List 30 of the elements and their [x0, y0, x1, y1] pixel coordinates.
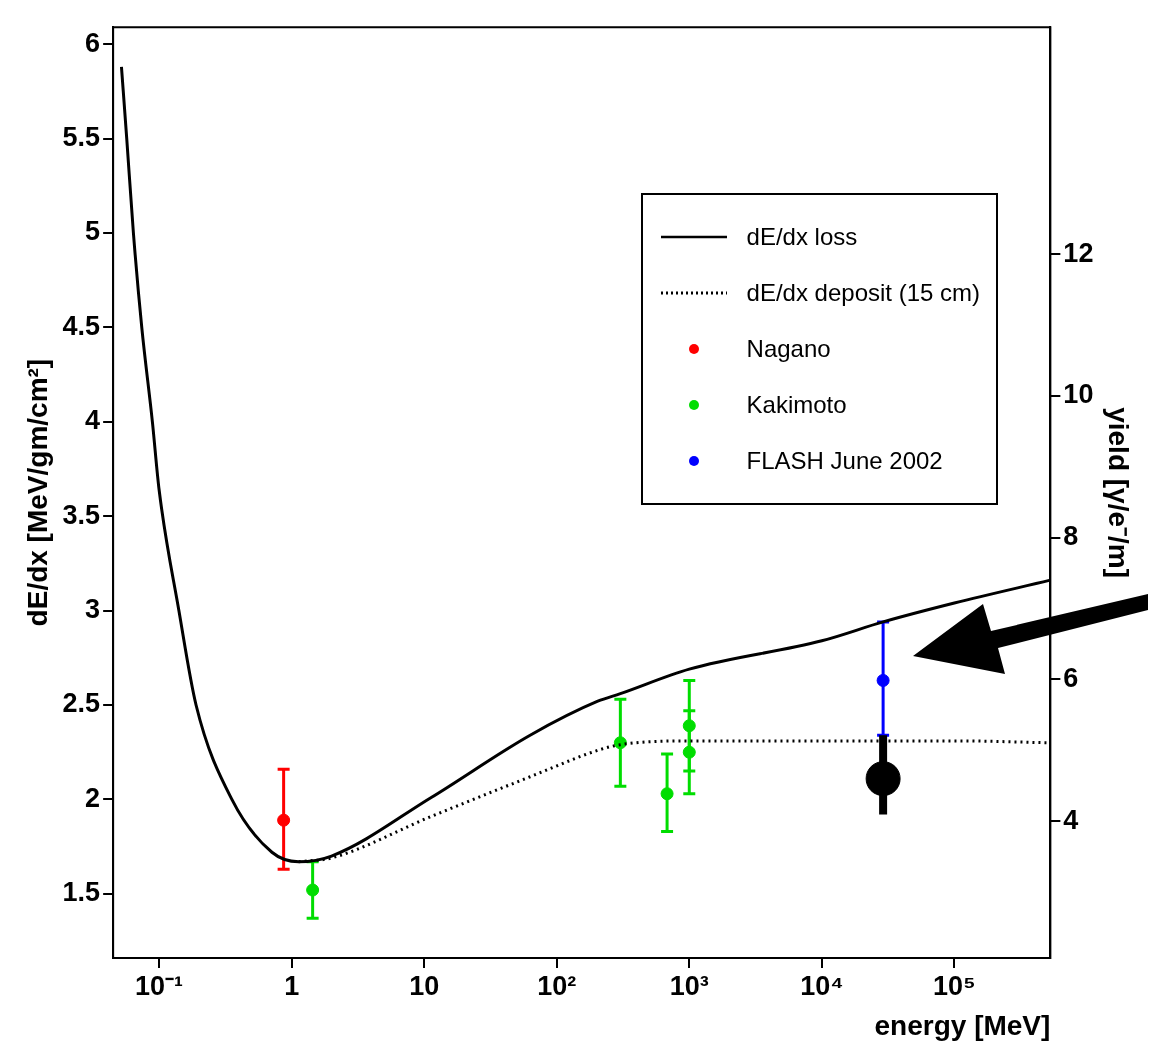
legend-label: Nagano	[746, 335, 831, 363]
x-tick-label: 10³	[669, 970, 709, 1001]
y2-tick-label: 8	[1063, 521, 1079, 552]
legend-label: FLASH June 2002	[746, 447, 943, 475]
legend-label: Kakimoto	[746, 391, 847, 419]
y-tick-label: 3	[85, 594, 101, 625]
y2-tick-label: 4	[1063, 804, 1079, 835]
y-tick-label: 4	[85, 405, 101, 436]
y-tick-label: 4.5	[62, 310, 101, 341]
x-tick-label: 10⁵	[933, 970, 976, 1001]
x-tick-label: 10⁻¹	[135, 970, 184, 1001]
x-tick-label: 10⁴	[800, 970, 844, 1001]
x-tick-label: 10²	[537, 970, 577, 1001]
x-tick-label: 1	[284, 970, 300, 1001]
x-tick-label: 10	[409, 970, 440, 1001]
y-tick-label: 5.5	[62, 122, 101, 153]
y-tick-label: 5	[85, 216, 101, 247]
y-tick-label: 2	[85, 782, 101, 813]
y-axis-title: dE/dx [MeV/gm/cm²]	[21, 358, 53, 627]
y2-tick-label: 10	[1063, 379, 1094, 410]
y2-axis-title: yield [γ/e⁻/m]	[1103, 407, 1135, 579]
legend-label: dE/dx loss	[746, 223, 858, 251]
y-tick-label: 2.5	[62, 688, 101, 719]
y-tick-label: 1.5	[62, 877, 101, 908]
x-axis-title: energy [MeV]	[874, 1009, 1051, 1041]
y-tick-label: 6	[85, 27, 101, 58]
legend-label: dE/dx deposit (15 cm)	[746, 279, 980, 307]
y-tick-label: 3.5	[62, 499, 101, 530]
y2-tick-label: 6	[1063, 662, 1079, 693]
y2-tick-label: 12	[1063, 237, 1094, 268]
